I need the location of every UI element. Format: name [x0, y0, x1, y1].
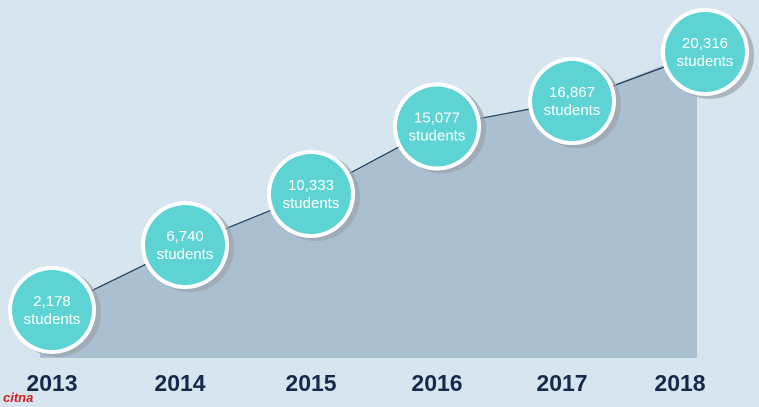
unit-label: students [409, 128, 466, 145]
unit-label: students [157, 246, 214, 263]
x-tick-label: 2016 [411, 370, 462, 396]
value-label: 6,740 [166, 228, 204, 245]
marker [528, 57, 616, 146]
unit-label: students [677, 53, 734, 70]
marker [393, 82, 481, 171]
x-tick-label: 2018 [654, 370, 705, 396]
x-tick-label: 2013 [26, 370, 77, 396]
unit-label: students [544, 102, 601, 119]
marker [267, 150, 355, 239]
value-label: 16,867 [549, 84, 595, 101]
marker [8, 266, 96, 354]
marker [141, 201, 229, 290]
watermark: citna [3, 390, 33, 405]
marker [661, 8, 749, 96]
x-tick-label: 2017 [536, 370, 587, 396]
value-label: 20,316 [682, 35, 728, 52]
value-label: 15,077 [414, 110, 460, 127]
x-tick-label: 2015 [285, 370, 336, 396]
value-label: 2,178 [33, 293, 71, 310]
unit-label: students [283, 195, 340, 212]
x-tick-label: 2014 [154, 370, 205, 396]
unit-label: students [24, 311, 81, 328]
value-label: 10,333 [288, 177, 334, 194]
